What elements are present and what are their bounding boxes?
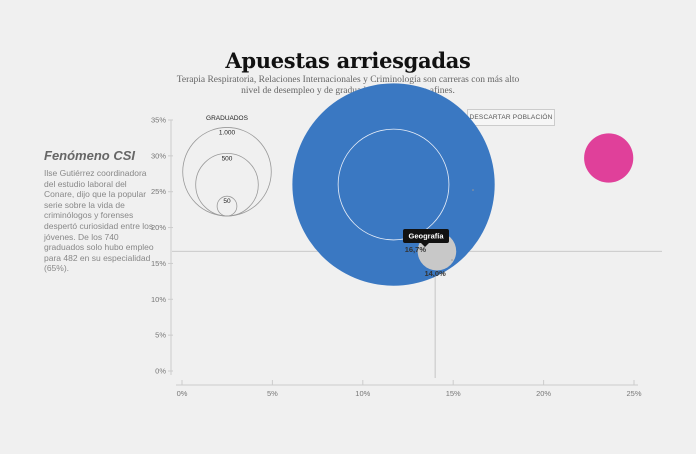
x-tick-label: 15% (446, 389, 461, 398)
size-legend: GRADUADOS 1.000 500 50 (182, 115, 272, 217)
y-tick-label: 35% (151, 116, 166, 125)
legend-title: GRADUADOS (206, 115, 249, 122)
chart-title: Apuestas arriesgadas (225, 48, 471, 73)
bubble-1 (584, 133, 634, 183)
small-point (451, 259, 453, 261)
legend-circle (195, 152, 259, 217)
x-tick-label: 25% (626, 389, 641, 398)
x-tick-label: 0% (177, 389, 188, 398)
legend-circle (216, 195, 238, 217)
bubbles (292, 83, 634, 286)
legend-label: 1.000 (219, 129, 236, 136)
tooltip-label: Geografía (408, 232, 444, 241)
x-tick-label: 10% (355, 389, 370, 398)
y-tick-label: 0% (155, 367, 166, 376)
y-tick-label: 25% (151, 187, 166, 196)
y-tick-label: 5% (155, 331, 166, 340)
tooltip-box (403, 229, 449, 243)
y-reference-value: 16,7% (405, 245, 427, 254)
tooltip-pointer (421, 243, 429, 247)
y-tick-label: 20% (151, 223, 166, 232)
x-tick-label: 20% (536, 389, 551, 398)
bubble-0 (292, 83, 495, 286)
chart-labels: 14,0% 16,7% Geografía (403, 229, 449, 278)
y-tick-label: 30% (151, 151, 166, 160)
chart-axes: 0% 5% 10% 15% 20% 25% 0% 5% 10% 15% 20% 25% 30% 35% (151, 116, 642, 399)
x-reference-value: 14,0% (424, 269, 446, 278)
sidebar-text: Ilse Gutiérrez coordinadora del estudio … (44, 168, 154, 274)
bubble-inner-ring (337, 128, 450, 241)
chart-subtitle: Terapia Respiratoria, Relaciones Interna… (176, 75, 520, 96)
y-tick-label: 15% (151, 259, 166, 268)
small-point (472, 189, 474, 191)
legend-label: 500 (222, 155, 233, 162)
x-tick-label: 5% (267, 389, 278, 398)
y-tick-label: 10% (151, 295, 166, 304)
legend-label: 50 (223, 198, 231, 205)
sidebar-heading: Fenómeno CSI (44, 148, 136, 163)
